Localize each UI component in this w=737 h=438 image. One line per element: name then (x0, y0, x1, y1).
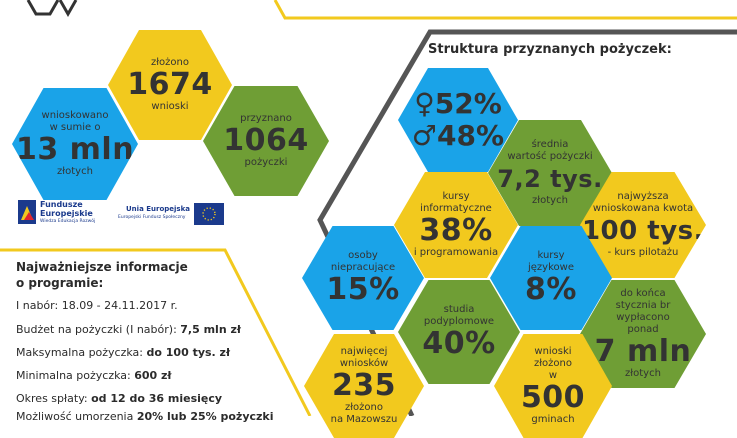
unemployed-top2: niepracujące (330, 262, 396, 273)
info-line-3-value: do 100 tys. zł (146, 346, 231, 359)
it-top1: kursy (442, 191, 470, 202)
lang-top1: kursy (537, 250, 565, 261)
gender-female: ♀52% (414, 88, 502, 120)
info-line-6-label: Możliwość umorzenia (16, 410, 137, 423)
info-line-6-value: 20% lub 25% pożyczki (136, 410, 274, 423)
unemployed-value: 15% (326, 272, 400, 307)
info-line-2: Budżet na pożyczki (I nabór): 7,5 mln zł (16, 323, 241, 336)
info-line-4-value: 600 zł (134, 369, 172, 382)
most-value: 235 (331, 368, 397, 403)
paid-bottom: złotych (625, 368, 661, 379)
eu-line1: Unia Europejska (126, 205, 190, 213)
info-line-2-label: Budżet na pożyczki (I nabór): (16, 323, 181, 336)
unemployed-top1: osoby (348, 250, 378, 261)
paid-top2: stycznia br (615, 300, 671, 311)
most-top2: wniosków (339, 358, 389, 369)
postgrad-value: 40% (422, 326, 496, 361)
requested-top2: w sumie o (49, 122, 101, 133)
structure-title: Struktura przyznanych pożyczek: (428, 42, 672, 57)
granted-top: przyznano (240, 113, 292, 124)
granted-bottom: pożyczki (244, 157, 288, 168)
hex-submitted: złożono 1674 wnioski (108, 30, 232, 140)
eu-flag-icon (194, 203, 224, 225)
info-line-2-value: 7,5 mln zł (180, 323, 241, 336)
info-line-5-label: Okres spłaty: (16, 392, 92, 405)
requested-bottom: złotych (57, 166, 93, 177)
most-bottom1: złożono (344, 402, 384, 413)
info-line-4-label: Minimalna pożyczka: (16, 369, 135, 382)
postgrad-top1: studia (443, 304, 475, 315)
paid-value: 7 mln (594, 334, 692, 369)
paid-top3: wypłacono (616, 312, 670, 323)
avg-value: 7,2 tys. (497, 165, 603, 193)
fe-line1: Fundusze (40, 200, 83, 209)
gender-male: ♂48% (412, 120, 504, 152)
submitted-top: złożono (150, 57, 190, 68)
max-bottom: - kurs pilotażu (607, 247, 679, 258)
eu-line2: Europejski Fundusz Społeczny (118, 215, 186, 220)
info-line-3-label: Maksymalna pożyczka: (16, 346, 147, 359)
communes-top2: złożono (533, 358, 573, 369)
avg-bottom: złotych (532, 195, 568, 206)
info-title-2: o programie: (16, 276, 104, 290)
hex-postgrad: studia podyplomowe 40% (398, 280, 520, 384)
most-top1: najwięcej (340, 346, 388, 357)
submitted-value: 1674 (127, 67, 213, 102)
postgrad-top2: podyplomowe (423, 316, 495, 327)
max-top1: najwyższa (617, 191, 669, 202)
it-top2: informatyczne (420, 203, 492, 214)
info-line-1: I nabór: 18.09 - 24.11.2017 r. (16, 299, 178, 312)
female-icon: ♀ (414, 87, 435, 120)
info-line-5-value: od 12 do 36 miesięcy (91, 392, 223, 405)
max-value: 100 tys. (581, 216, 705, 246)
info-line-3: Maksymalna pożyczka: do 100 tys. zł (16, 346, 230, 359)
hex-unemployed: osoby niepracujące 15% (302, 226, 424, 330)
it-value: 38% (419, 213, 493, 248)
male-icon: ♂ (411, 119, 438, 152)
info-panel: Najważniejsze informacje o programie: I … (0, 252, 274, 423)
requested-top1: wnioskowano (41, 110, 109, 121)
lang-value: 8% (525, 272, 577, 307)
paid-top4: ponad (627, 324, 659, 335)
max-top2: wnioskowana kwota (592, 203, 694, 214)
granted-value: 1064 (223, 123, 309, 158)
submitted-bottom: wnioski (151, 101, 189, 112)
info-line-1-text: I nabór: 18.09 - 24.11.2017 r. (16, 299, 178, 312)
info-line-4: Minimalna pożyczka: 600 zł (16, 369, 172, 382)
communes-value: 500 (520, 380, 586, 415)
fe-logo-icon (18, 200, 36, 224)
fe-logo: Fundusze Europejskie Wiedza Edukacja Roz… (18, 200, 114, 228)
female-value: 52% (434, 87, 502, 120)
avg-top1: średnia (531, 139, 569, 150)
eu-logo: Unia Europejska Europejski Fundusz Społe… (116, 203, 228, 227)
lang-top2: językowe (528, 262, 574, 273)
info-line-5: Okres spłaty: od 12 do 36 miesięcy (16, 392, 222, 405)
requested-value: 13 mln (15, 132, 135, 167)
info-line-6: Możliwość umorzenia 20% lub 25% pożyczki (16, 410, 274, 423)
fe-line2: Europejskie (40, 209, 93, 218)
avg-top2: wartość pożyczki (507, 151, 593, 162)
info-title-1: Najważniejsze informacje (16, 260, 188, 274)
communes-top1: wnioski (534, 346, 572, 357)
it-bottom: i programowania (413, 247, 499, 258)
fe-line3: Wiedza Edukacja Rozwój (40, 219, 96, 224)
paid-top1: do końca (620, 288, 666, 299)
communes-top3: w (548, 370, 558, 381)
male-value: 48% (437, 119, 505, 152)
